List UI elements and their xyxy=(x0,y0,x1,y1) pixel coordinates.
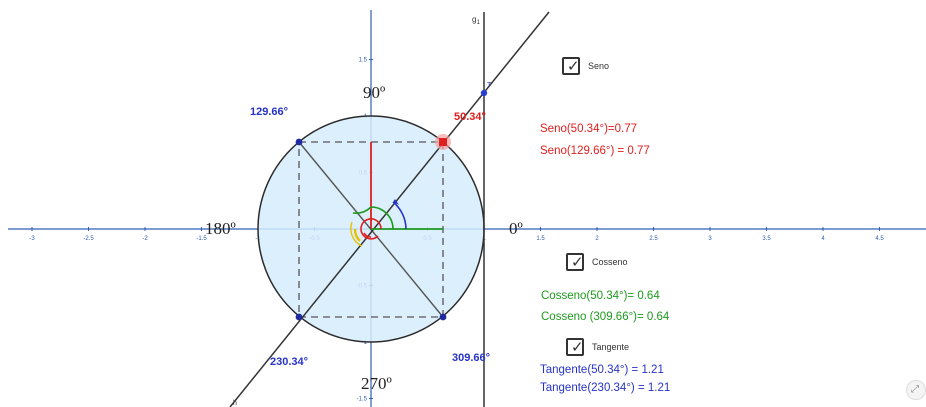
fullscreen-button[interactable]: ⤢ xyxy=(906,380,926,400)
point-tangent[interactable] xyxy=(480,89,488,97)
point-309[interactable] xyxy=(439,313,447,321)
tangente-checkbox[interactable]: ✓ xyxy=(566,338,584,356)
x-tick-label: 2 xyxy=(595,236,599,242)
angle-arc-129 xyxy=(352,206,372,214)
y-tick-label: -1 xyxy=(362,340,368,346)
x-tick-label: -2 xyxy=(142,236,148,242)
x-tick-label: -3 xyxy=(29,236,35,242)
line-h[interactable] xyxy=(229,11,550,407)
cosseno-toggle[interactable]: ✓ Cosseno xyxy=(566,253,628,271)
angle-arc-yellow xyxy=(353,228,361,242)
x-tick-label: -2.5 xyxy=(83,236,94,242)
tangente-label: Tangente xyxy=(592,342,630,352)
point-label-309: 309.66° xyxy=(452,352,490,364)
expand-icon: ⤢ xyxy=(911,384,919,395)
x-tick-label: 3.5 xyxy=(762,236,771,242)
angle-arc-50 xyxy=(392,201,407,230)
x-tick-label: -1.5 xyxy=(196,236,207,242)
label-90: 90º xyxy=(363,83,385,102)
y-tick-label: -1.5 xyxy=(357,397,368,403)
angle-arc-yellow2 xyxy=(350,221,363,247)
angle-arc-50-arrow xyxy=(393,199,399,205)
tangente-toggle[interactable]: ✓ Tangente xyxy=(566,338,629,356)
angle-arc-large xyxy=(370,206,394,230)
tangent-point-label: T xyxy=(487,82,492,89)
label-0: 0º xyxy=(509,219,523,238)
angle-arc-red-inner xyxy=(363,232,372,238)
point-label-129: 129.66° xyxy=(250,106,288,118)
angle-arc-red xyxy=(360,218,382,240)
check-icon: ✓ xyxy=(571,338,584,356)
check-icon: ✓ xyxy=(571,253,584,271)
label-270: 270º xyxy=(361,374,392,393)
label-180: 180º xyxy=(205,219,236,238)
x-tick-label: 3 xyxy=(708,236,712,242)
y-tick-label: 1.5 xyxy=(359,58,368,64)
x-tick-label: 1.5 xyxy=(536,236,545,242)
line-h-label: h xyxy=(233,400,237,407)
point-label-230: 230.34° xyxy=(270,356,308,368)
seno-toggle[interactable]: ✓ Seno xyxy=(562,57,609,75)
check-icon: ✓ xyxy=(567,57,580,75)
point-50-core[interactable] xyxy=(439,138,447,146)
seno-label: Seno xyxy=(588,61,610,71)
tangent-line-label: g1 xyxy=(472,15,480,26)
seno-checkbox[interactable]: ✓ xyxy=(562,57,580,75)
point-label-50: 50.34° xyxy=(454,111,486,123)
point-230[interactable] xyxy=(295,313,303,321)
x-tick-label: 2.5 xyxy=(649,236,658,242)
cosseno-label: Cosseno xyxy=(592,257,628,267)
x-tick-label: 4 xyxy=(821,236,825,242)
x-tick-label: 4.5 xyxy=(875,236,884,242)
point-129[interactable] xyxy=(295,138,303,146)
cosseno-checkbox[interactable]: ✓ xyxy=(566,253,584,271)
